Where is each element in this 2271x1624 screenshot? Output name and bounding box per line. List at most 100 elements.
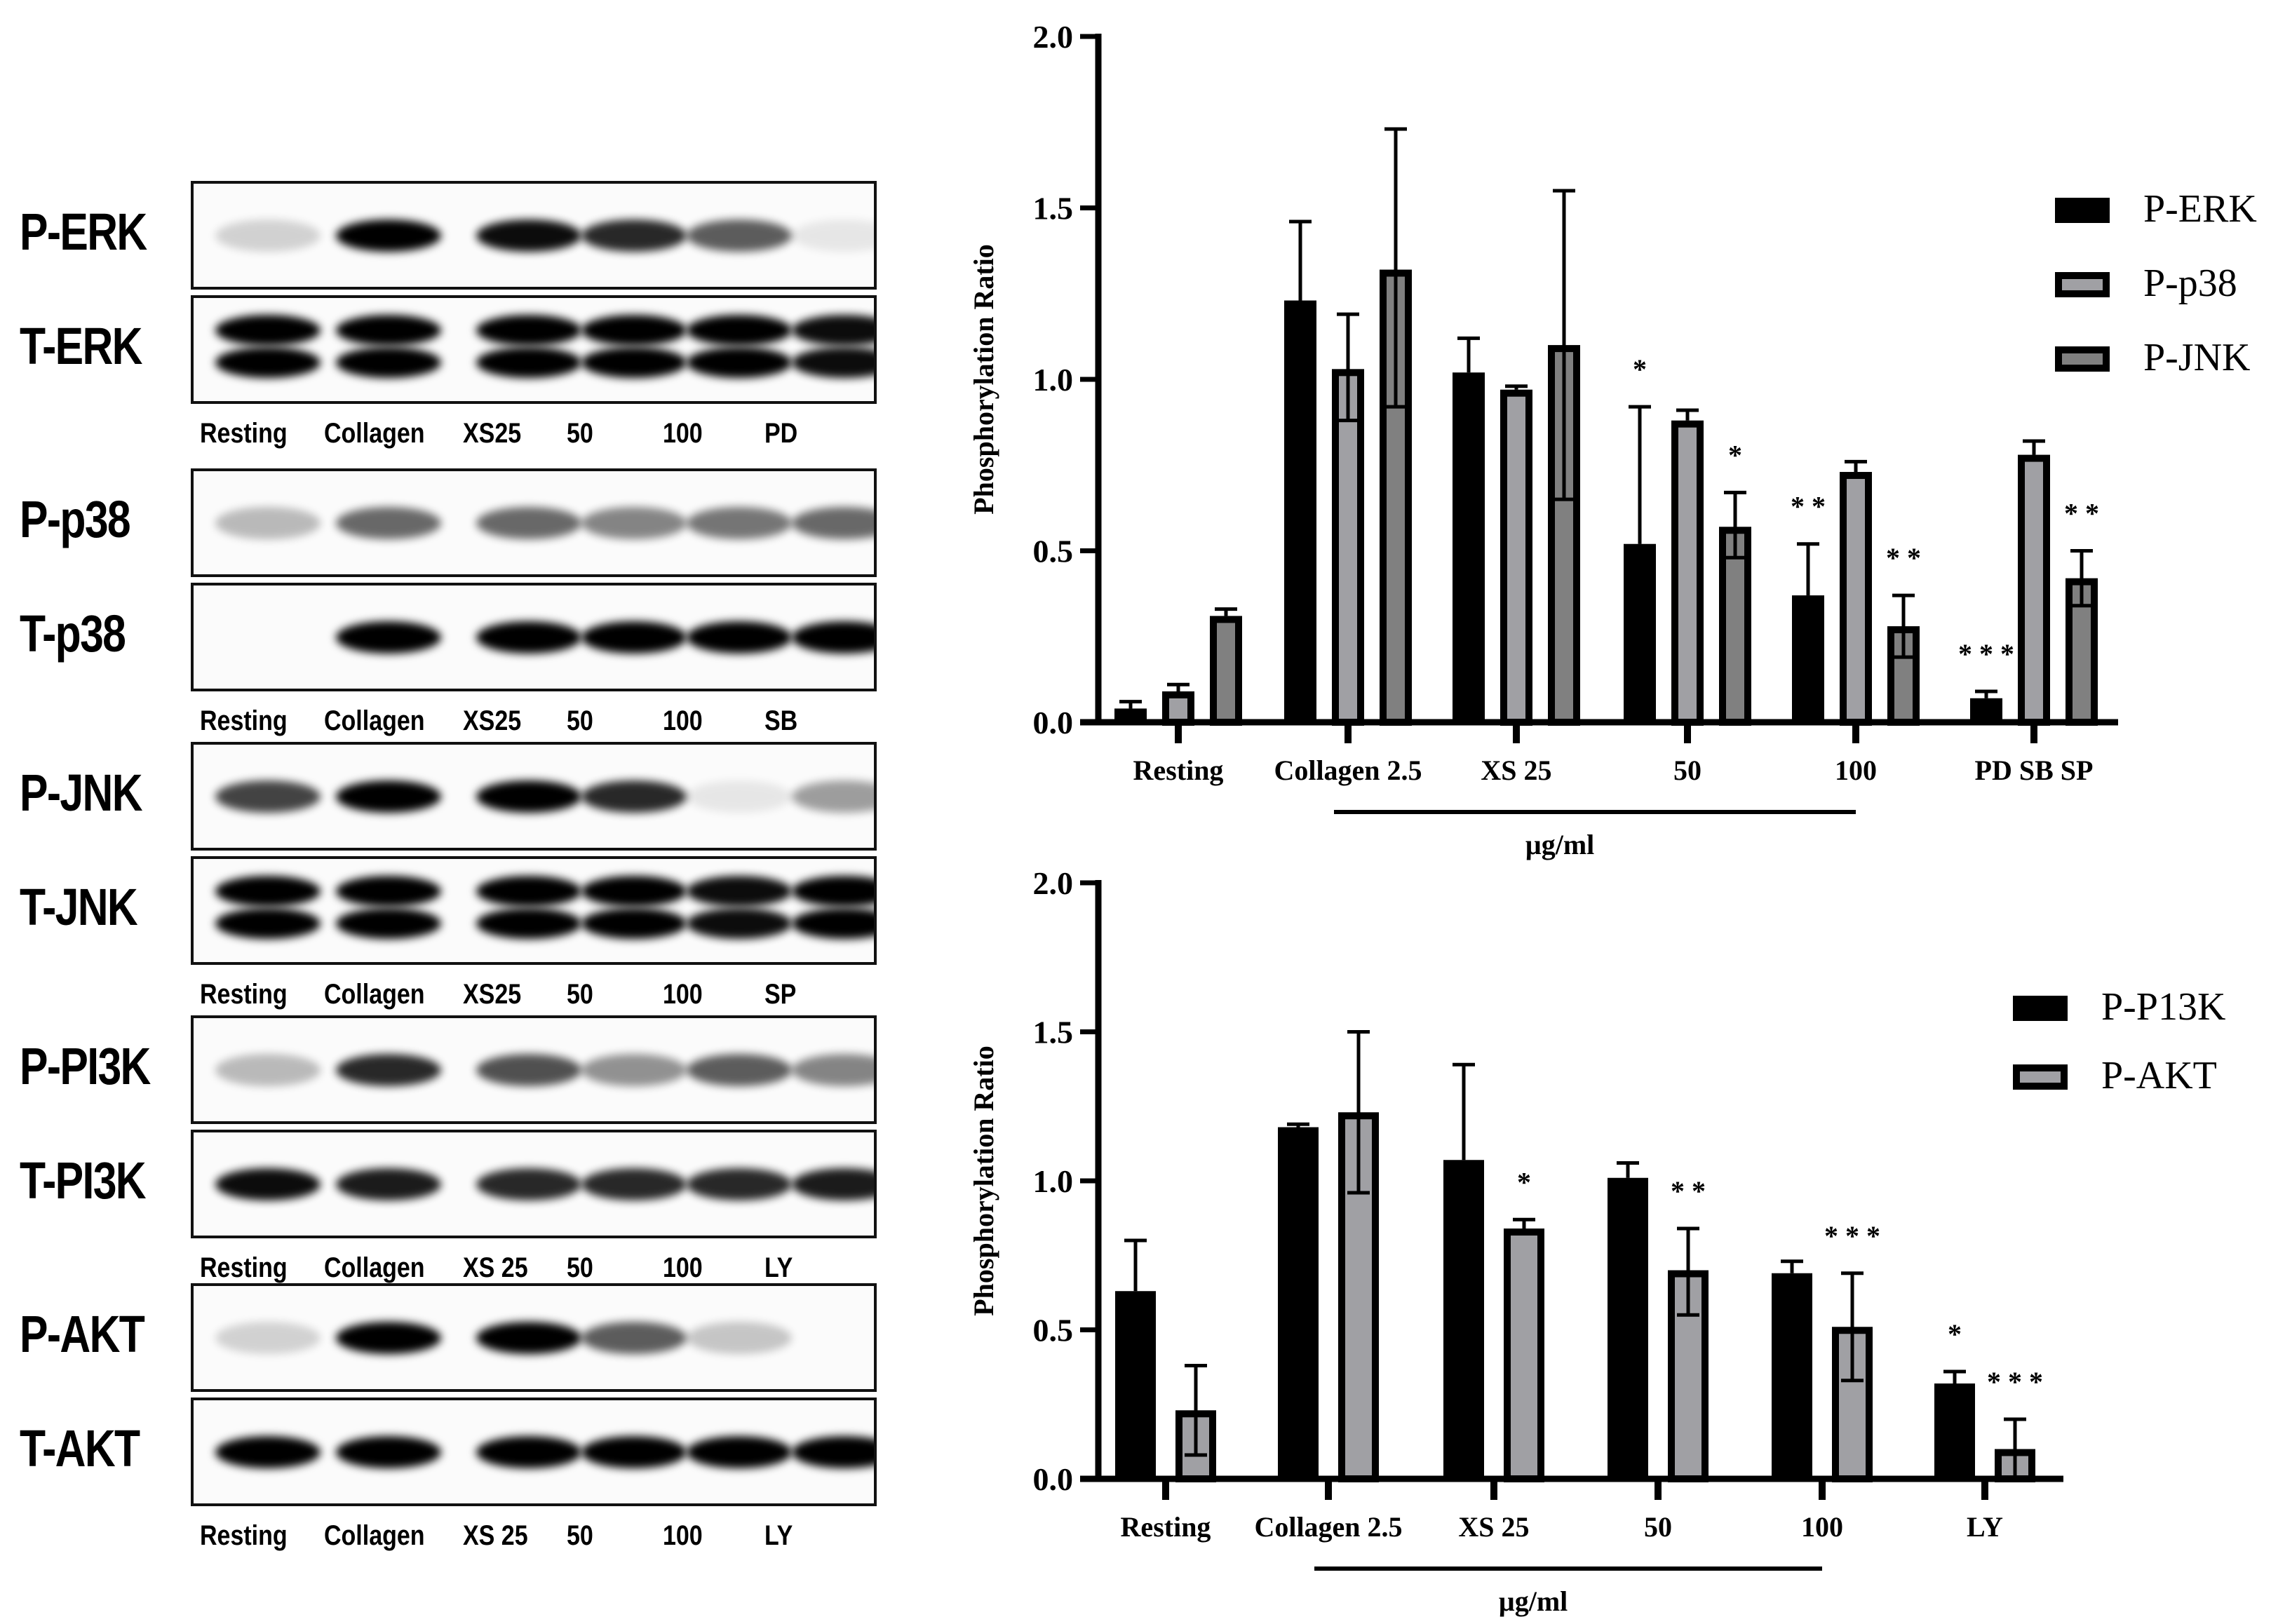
lane-label: XS 25 — [462, 1520, 528, 1551]
significance-marker: * * — [1886, 542, 1921, 574]
lane-label: Resting — [199, 1252, 288, 1283]
legend-label: P-p38 — [2143, 262, 2237, 305]
bar-p-erk — [1792, 595, 1824, 722]
bar-p-p13k — [1278, 1127, 1319, 1479]
y-tick-label: 0.5 — [1033, 1313, 1074, 1348]
lane-label: Collagen — [323, 418, 425, 449]
lane-label: Collagen — [323, 979, 425, 1010]
x-tick-label: PD SB SP — [1975, 755, 2094, 786]
protein-band — [581, 347, 687, 379]
lane-label: 100 — [662, 418, 703, 449]
lane-labels: Resting Collagen XS25 50 100 SB — [0, 705, 797, 740]
legend-swatch — [2013, 996, 2068, 1021]
lane-label: SP — [764, 979, 797, 1010]
lane-label: Resting — [199, 418, 288, 449]
y-tick-label: 1.0 — [1033, 362, 1074, 398]
phospho-protein-label: P-AKT — [20, 1305, 145, 1363]
protein-band — [215, 780, 321, 813]
lane-label: Collagen — [323, 1520, 425, 1551]
x-tick-label: Resting — [1121, 1511, 1211, 1543]
protein-band — [215, 875, 321, 907]
protein-band — [215, 1168, 321, 1200]
bar-p-erk — [1284, 300, 1316, 722]
bar-p-erk — [1624, 543, 1656, 722]
protein-band — [581, 314, 687, 346]
x-axis-unit-label: µg/ml — [1525, 829, 1595, 860]
significance-marker: * * * — [1824, 1220, 1880, 1252]
lane-label: 50 — [566, 979, 593, 1010]
total-blot-image — [191, 856, 877, 965]
x-tick-label: 100 — [1835, 755, 1877, 786]
total-blot-image — [191, 1398, 877, 1506]
lane-labels: Resting Collagen XS 25 50 100 LY — [0, 1252, 793, 1287]
protein-band — [336, 1435, 441, 1468]
significance-marker: * * — [2064, 498, 2099, 529]
bar-p-p38 — [1332, 369, 1364, 726]
y-tick-label: 0.0 — [1033, 1461, 1074, 1497]
y-axis-label: Phosphorylation Ratio — [968, 244, 999, 515]
protein-band — [476, 1168, 581, 1200]
lane-label: 50 — [566, 1252, 593, 1283]
protein-band — [792, 347, 874, 379]
lane-label: XS25 — [462, 418, 522, 449]
bar-p-erk — [1970, 698, 2002, 722]
lane-label: 100 — [662, 1520, 703, 1551]
significance-marker: * * — [1671, 1175, 1706, 1207]
significance-marker: * * * — [1987, 1366, 2043, 1398]
y-tick-label: 1.5 — [1033, 191, 1074, 226]
lane-label: 50 — [566, 418, 593, 449]
protein-band — [476, 875, 581, 907]
lane-labels: Resting Collagen XS25 50 100 PD — [0, 418, 797, 453]
protein-band — [687, 219, 792, 252]
x-tick-label: 50 — [1644, 1511, 1672, 1543]
protein-band — [476, 780, 581, 813]
bar-p-p13k — [1443, 1160, 1484, 1479]
protein-band — [792, 1435, 874, 1468]
lane-label: XS 25 — [462, 1252, 528, 1283]
protein-band — [476, 347, 581, 379]
legend-label: P-ERK — [2143, 187, 2257, 231]
protein-band — [687, 506, 792, 539]
protein-band — [215, 908, 321, 940]
protein-band — [476, 1435, 581, 1468]
protein-band — [336, 506, 441, 539]
lane-label: XS25 — [462, 979, 522, 1010]
protein-band — [687, 314, 792, 346]
protein-band — [215, 1053, 321, 1086]
bar-p-p13k — [1772, 1273, 1812, 1479]
protein-band — [687, 1168, 792, 1200]
bar-p-p38 — [2018, 454, 2050, 726]
protein-band — [792, 1053, 874, 1086]
protein-band — [581, 1321, 687, 1354]
protein-band — [476, 621, 581, 654]
protein-band — [792, 875, 874, 907]
x-axis-unit-label: µg/ml — [1499, 1585, 1568, 1617]
protein-band — [336, 1321, 441, 1354]
lane-label: Collagen — [323, 705, 425, 736]
phospho-protein-label: P-PI3K — [20, 1037, 151, 1095]
significance-marker: * * * — [1958, 638, 2014, 670]
protein-band — [687, 1053, 792, 1086]
lane-label: Resting — [199, 705, 288, 736]
protein-band — [336, 908, 441, 940]
bar-p-erk — [1453, 372, 1485, 722]
y-tick-label: 1.0 — [1033, 1163, 1074, 1199]
total-blot-image — [191, 295, 877, 404]
protein-band — [336, 780, 441, 813]
bar-p-p13k — [1115, 1291, 1156, 1479]
y-axis-label: Phosphorylation Ratio — [968, 1046, 999, 1316]
lane-label: 100 — [662, 979, 703, 1010]
lane-label: LY — [764, 1520, 793, 1551]
protein-band — [581, 1435, 687, 1468]
significance-marker: * — [1633, 353, 1647, 385]
lane-label: 50 — [566, 1520, 593, 1551]
protein-band — [792, 780, 874, 813]
protein-band — [476, 219, 581, 252]
phospho-protein-label: P-JNK — [20, 764, 143, 822]
protein-band — [687, 875, 792, 907]
protein-band — [581, 908, 687, 940]
protein-band — [581, 219, 687, 252]
protein-band — [476, 506, 581, 539]
bar-p-p38 — [1671, 420, 1704, 726]
legend-swatch — [2013, 1064, 2068, 1090]
